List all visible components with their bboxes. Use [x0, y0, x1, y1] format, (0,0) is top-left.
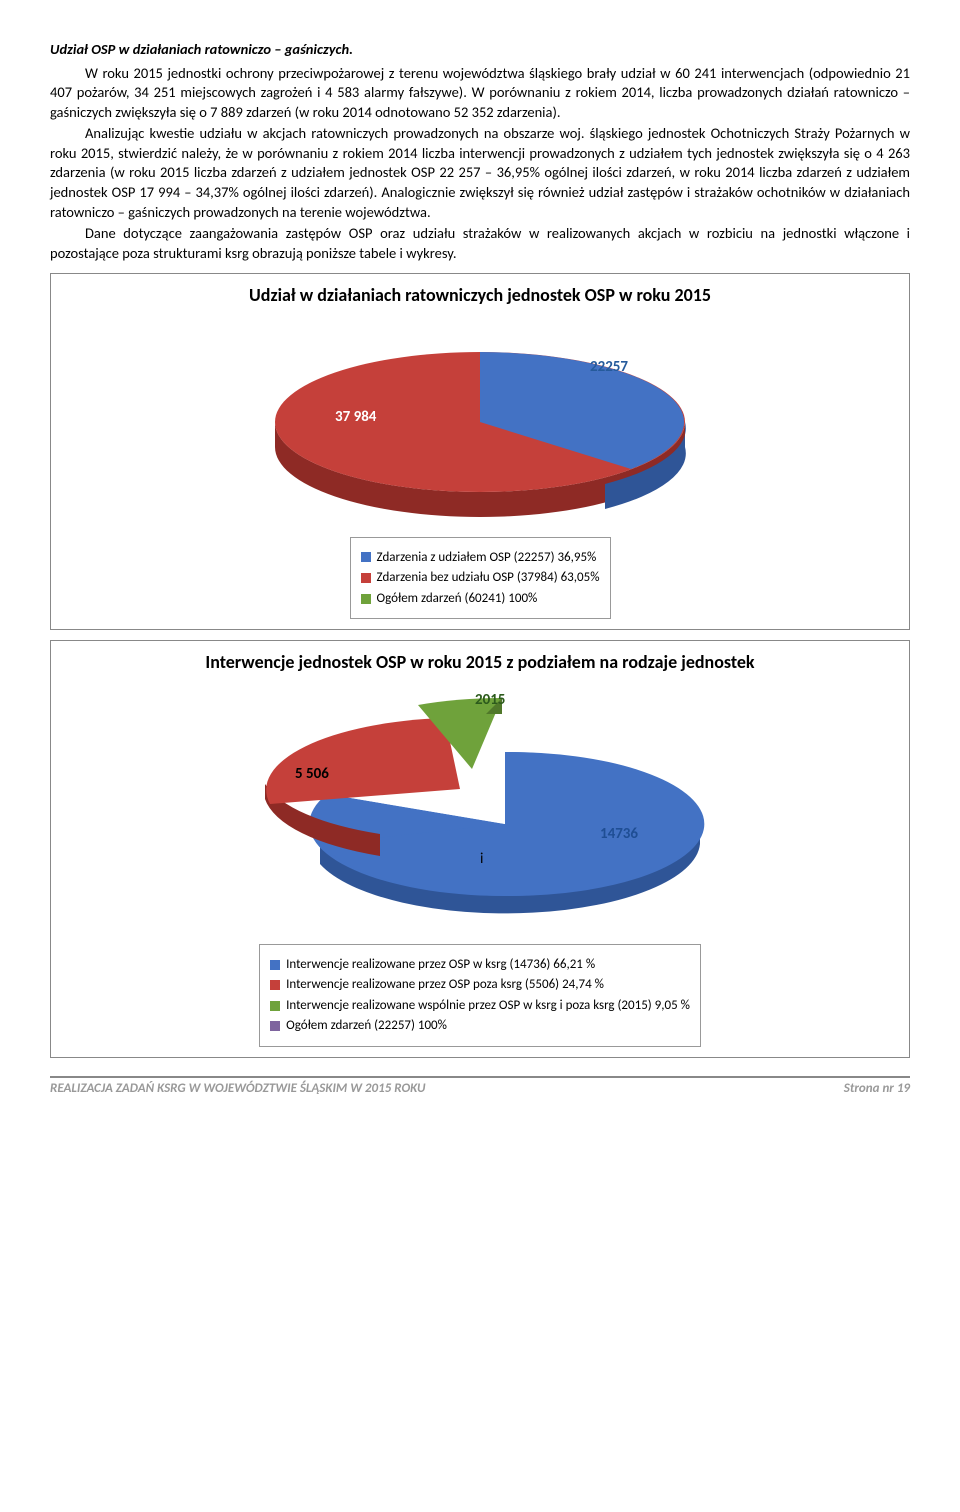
legend-text: Ogółem zdarzeń (60241) 100% — [377, 590, 538, 608]
chart-1-title: Udział w działaniach ratowniczych jednos… — [61, 284, 899, 307]
legend-item: Interwencje realizowane przez OSP poza k… — [270, 976, 690, 994]
chart-1-label-blue: 22257 — [590, 357, 628, 377]
legend-swatch — [270, 980, 280, 990]
section-heading: Udział OSP w działaniach ratowniczo – ga… — [50, 40, 910, 60]
paragraph-3: Dane dotyczące zaangażowania zastępów OS… — [50, 224, 910, 263]
legend-item: Interwencje realizowane wspólnie przez O… — [270, 997, 690, 1015]
legend-swatch — [361, 552, 371, 562]
legend-swatch — [270, 1021, 280, 1031]
legend-swatch — [361, 594, 371, 604]
chart-1-legend: Zdarzenia z udziałem OSP (22257) 36,95% … — [350, 537, 611, 620]
footer-left: REALIZACJA ZADAŃ KSRG W WOJEWÓDZTWIE ŚLĄ… — [50, 1080, 426, 1098]
legend-item: Zdarzenia bez udziału OSP (37984) 63,05% — [361, 569, 600, 587]
legend-swatch — [270, 960, 280, 970]
pie-chart-1-svg — [220, 327, 740, 527]
legend-item: Zdarzenia z udziałem OSP (22257) 36,95% — [361, 549, 600, 567]
chart-1-container: Udział w działaniach ratowniczych jednos… — [50, 273, 910, 630]
chart-2-legend: Interwencje realizowane przez OSP w ksrg… — [259, 944, 701, 1047]
chart-2-title: Interwencje jednostek OSP w roku 2015 z … — [61, 651, 899, 674]
legend-text: Interwencje realizowane przez OSP poza k… — [286, 976, 604, 994]
legend-swatch — [270, 1001, 280, 1011]
legend-text: Ogółem zdarzeń (22257) 100% — [286, 1017, 447, 1035]
chart-2-container: Interwencje jednostek OSP w roku 2015 z … — [50, 640, 910, 1058]
legend-item: Interwencje realizowane przez OSP w ksrg… — [270, 956, 690, 974]
page-footer: REALIZACJA ZADAŃ KSRG W WOJEWÓDZTWIE ŚLĄ… — [50, 1076, 910, 1098]
pie-chart-2-svg — [200, 694, 760, 934]
chart-2-label-blue: 14736 — [600, 824, 638, 844]
legend-item: Ogółem zdarzeń (22257) 100% — [270, 1017, 690, 1035]
legend-item: Ogółem zdarzeń (60241) 100% — [361, 590, 600, 608]
legend-text: Zdarzenia z udziałem OSP (22257) 36,95% — [377, 549, 597, 567]
paragraph-1: W roku 2015 jednostki ochrony przeciwpoż… — [50, 64, 910, 123]
footer-right: Strona nr 19 — [844, 1080, 910, 1098]
chart-1-pie: 22257 37 984 — [61, 327, 899, 527]
chart-2-label-red: 5 506 — [295, 764, 329, 784]
chart-2-label-center: i — [480, 849, 483, 869]
legend-text: Interwencje realizowane wspólnie przez O… — [286, 997, 690, 1015]
legend-text: Zdarzenia bez udziału OSP (37984) 63,05% — [377, 569, 600, 587]
chart-2-label-green: 2015 — [475, 690, 505, 710]
chart-2-pie: 14736 5 506 2015 i — [61, 694, 899, 934]
legend-swatch — [361, 573, 371, 583]
paragraph-2: Analizując kwestie udziału w akcjach rat… — [50, 124, 910, 222]
chart-1-label-red: 37 984 — [335, 407, 376, 427]
legend-text: Interwencje realizowane przez OSP w ksrg… — [286, 956, 595, 974]
